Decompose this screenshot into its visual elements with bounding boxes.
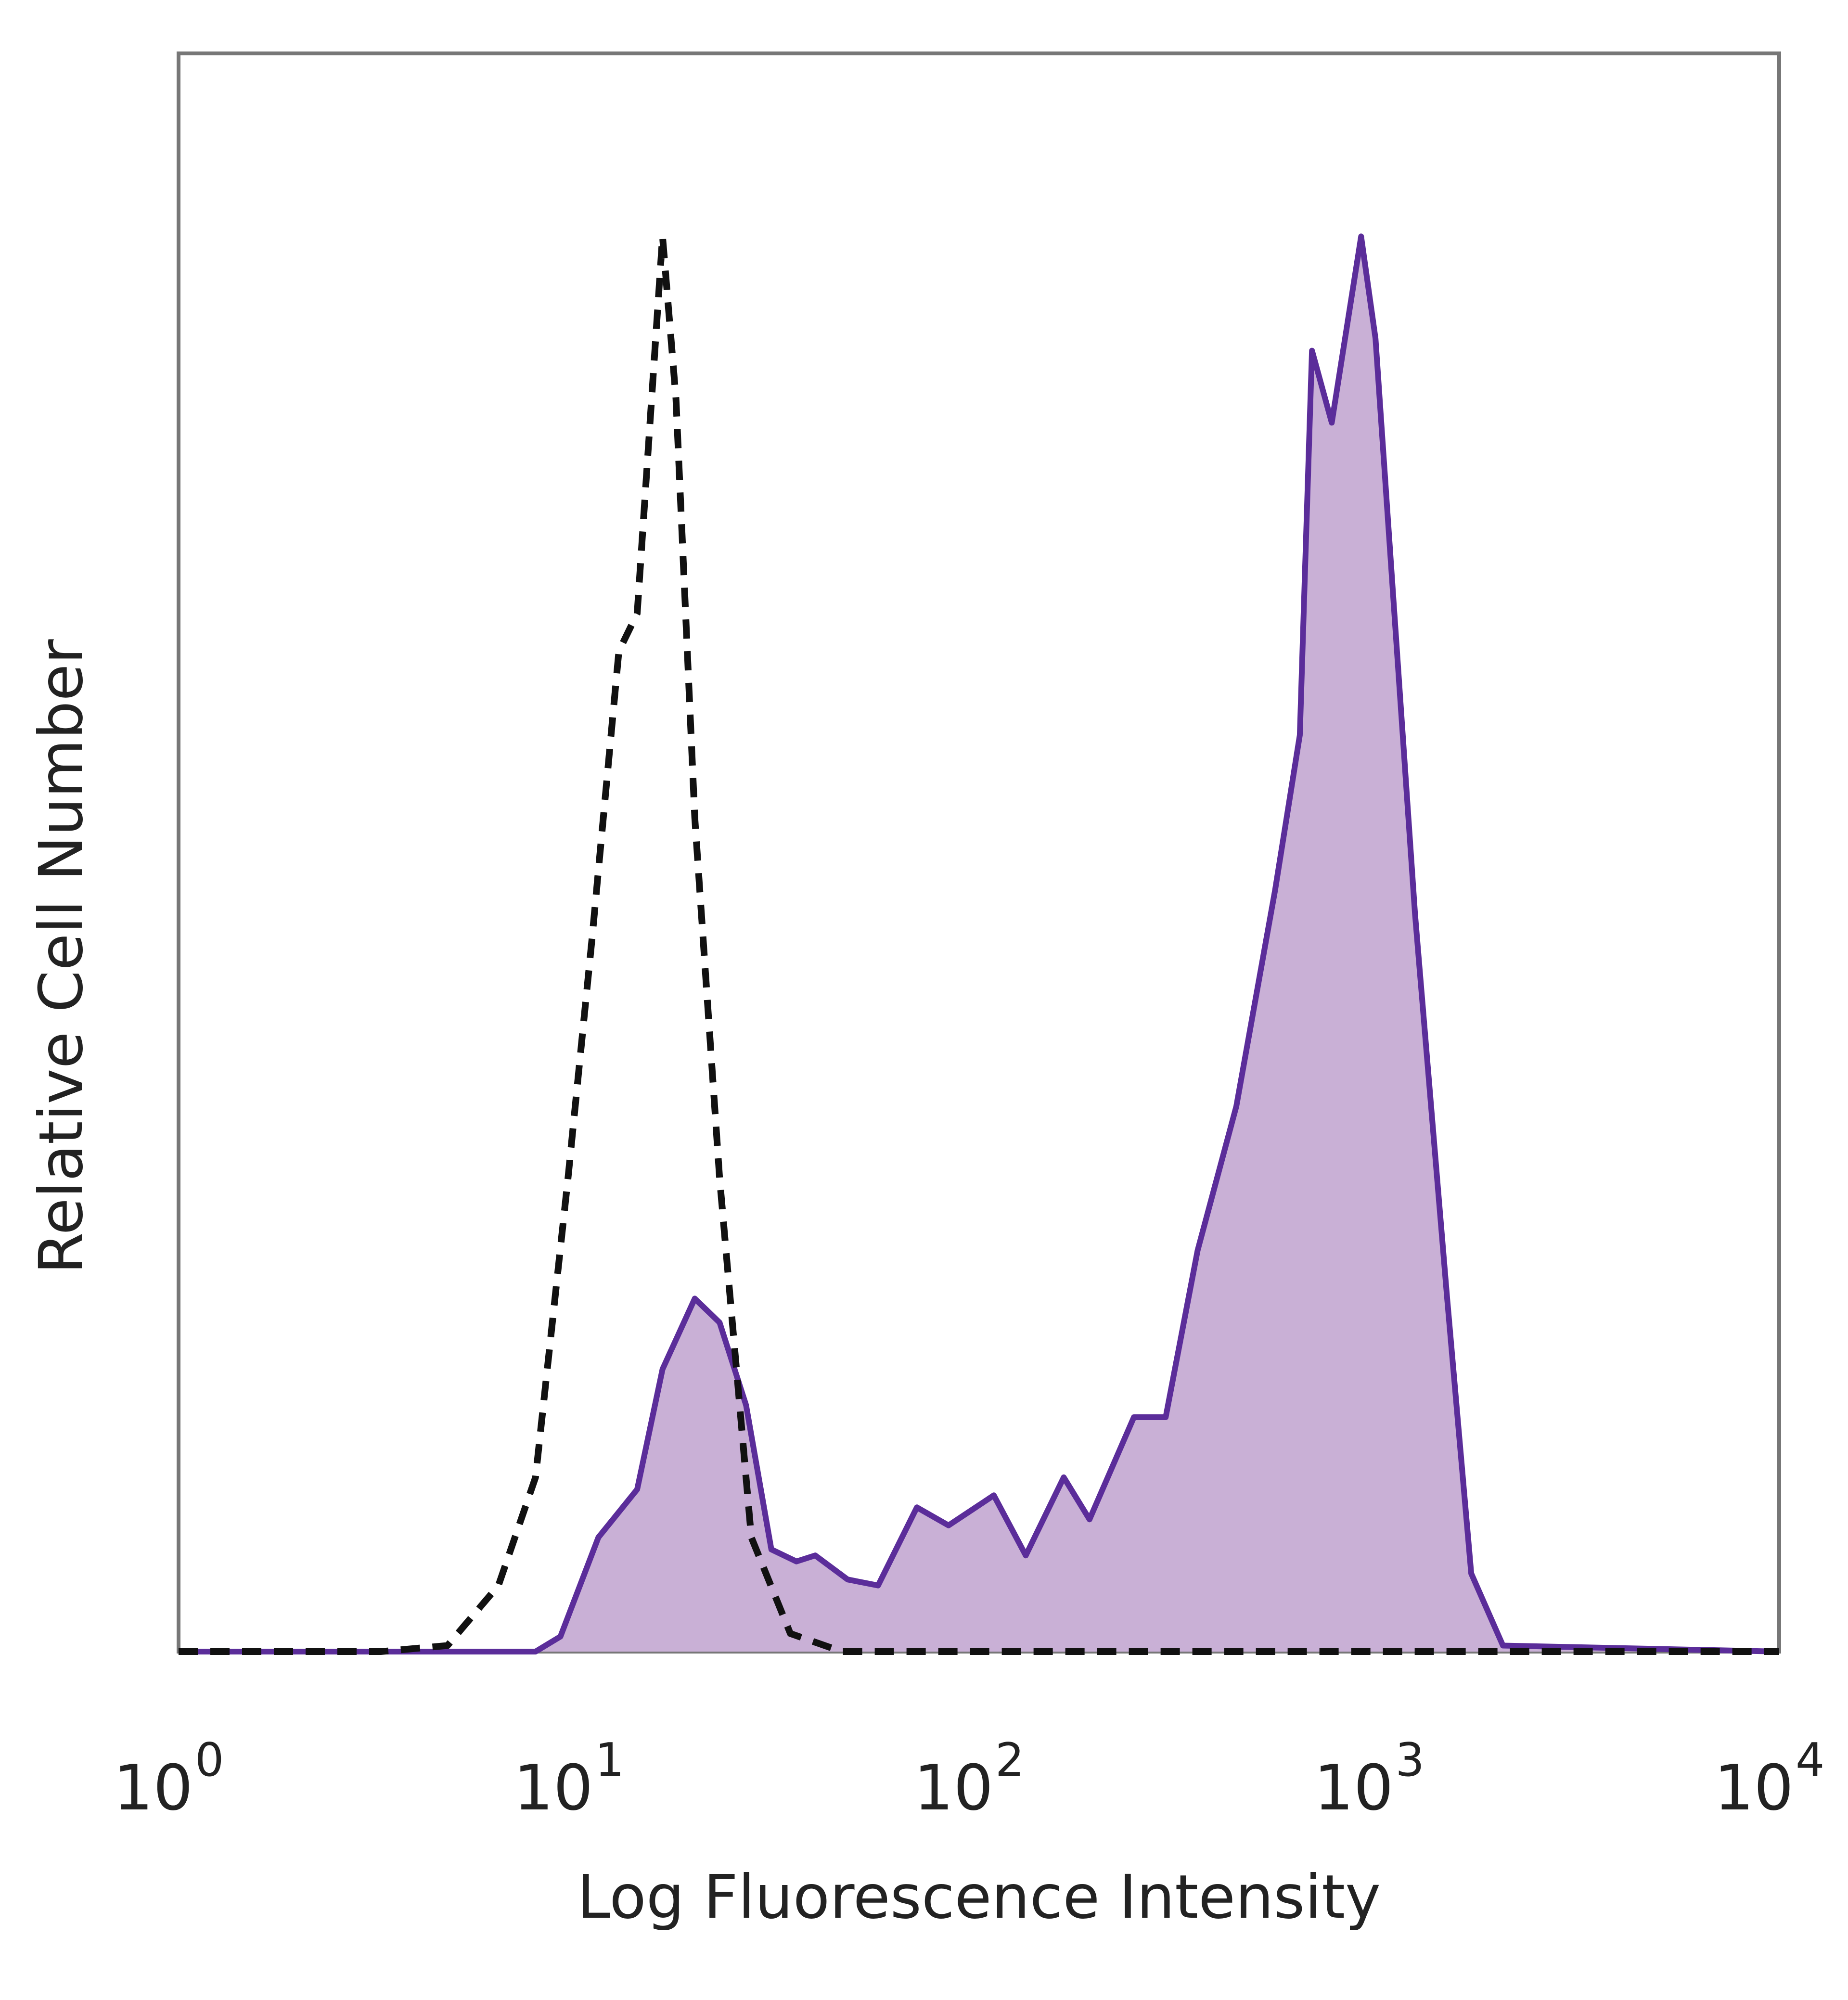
x-tick-base: 10 (513, 1751, 593, 1824)
x-tick-base: 10 (114, 1751, 193, 1824)
histogram-line (179, 233, 1779, 1655)
y-axis-title: Relative Cell Number (26, 639, 96, 1274)
histogram-line (179, 233, 1780, 1654)
x-tick-label: 10 1 (513, 1734, 624, 1824)
x-tick-label: 10 4 (1714, 1734, 1825, 1824)
x-tick-label: 10 3 (1314, 1734, 1424, 1824)
histogram-area (179, 236, 1779, 1652)
x-tick-base: 10 (914, 1751, 993, 1824)
x-tick-label: 10 0 (114, 1734, 224, 1824)
x-tick-exponent: 4 (1796, 1734, 1824, 1787)
x-tick-exponent: 0 (195, 1734, 224, 1787)
x-tick-base: 10 (1314, 1751, 1393, 1824)
x-tick-exponent: 1 (595, 1734, 624, 1787)
x-tick-exponent: 3 (1396, 1734, 1424, 1787)
x-axis-title: Log Fluorescence Intensity (577, 1862, 1381, 1932)
x-tick-base: 10 (1714, 1751, 1794, 1824)
plot-frame (177, 51, 1781, 1654)
x-tick-exponent: 2 (995, 1734, 1024, 1787)
x-tick-label: 10 2 (914, 1734, 1025, 1824)
